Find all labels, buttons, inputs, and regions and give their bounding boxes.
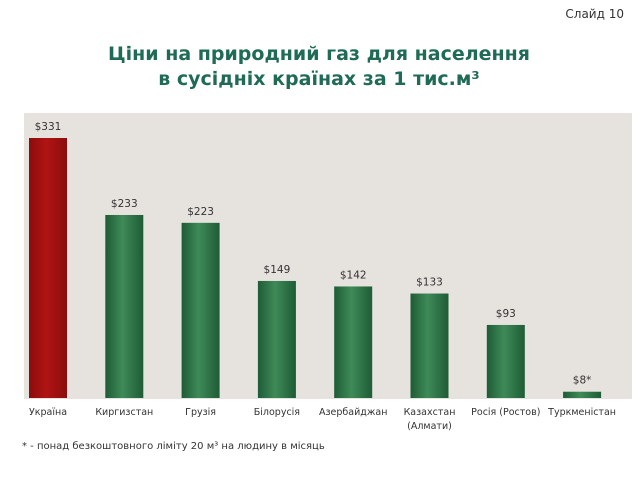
bar-value-label-1: $331 bbox=[35, 121, 62, 133]
bar-2 bbox=[105, 214, 144, 398]
slide-number: Слайд 10 bbox=[561, 6, 628, 22]
bar-4 bbox=[257, 280, 296, 398]
category-label-6: Казахстан (Алмати) bbox=[404, 407, 456, 432]
bar-value-label-4: $149 bbox=[264, 264, 291, 276]
bar-7 bbox=[486, 324, 525, 398]
bar-value-label-3: $223 bbox=[187, 206, 214, 218]
slide-number-label: Слайд 10 bbox=[565, 7, 624, 21]
title-line-1: Ціни на природний газ для населення bbox=[108, 43, 530, 65]
bar-8 bbox=[563, 391, 602, 398]
bar-value-label-6: $133 bbox=[416, 277, 443, 289]
bar-1 bbox=[29, 138, 67, 398]
category-label-4: Білорусія bbox=[254, 407, 300, 418]
title-line-2: в сусідніх країнах за 1 тис.м³ bbox=[158, 68, 480, 90]
footnote: * - понад безкоштовного ліміту 20 м³ на … bbox=[22, 441, 325, 452]
category-label-5: Азербайджан bbox=[319, 407, 387, 418]
bar-6 bbox=[410, 293, 449, 398]
category-label-8: Туркменістан bbox=[547, 407, 616, 418]
slide-title: Ціни на природний газ для населення в су… bbox=[0, 42, 638, 92]
bar-value-label-8: $8* bbox=[573, 375, 592, 387]
bar-value-label-7: $93 bbox=[496, 308, 516, 320]
category-label-1: Україна bbox=[29, 407, 67, 418]
category-label-7: Росія (Ростов) bbox=[471, 407, 540, 418]
bar-5 bbox=[334, 286, 373, 398]
bar-value-label-2: $233 bbox=[111, 198, 138, 210]
category-label-2: Киргизстан bbox=[95, 407, 153, 418]
category-label-3: Грузія bbox=[185, 407, 216, 418]
bar-value-label-5: $142 bbox=[340, 269, 367, 281]
bar-3 bbox=[181, 222, 220, 398]
